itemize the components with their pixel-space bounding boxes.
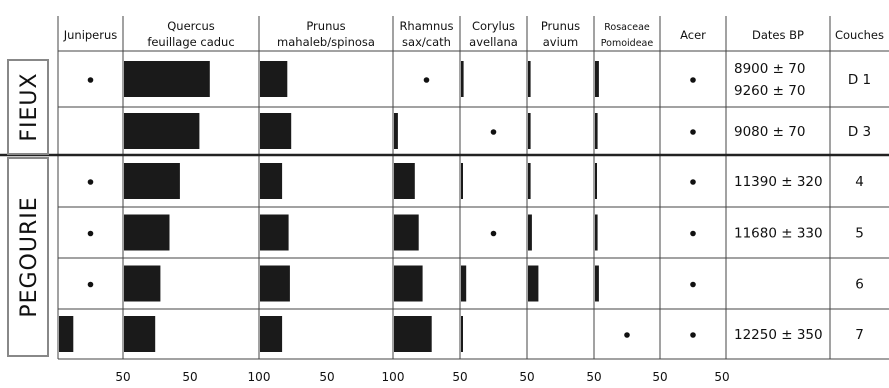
data-bar bbox=[528, 61, 531, 97]
data-bar bbox=[124, 163, 180, 199]
site-label: FIEUX bbox=[17, 72, 42, 141]
axis-tick-label: 50 bbox=[115, 370, 130, 384]
data-bar bbox=[528, 214, 532, 251]
site-box bbox=[7, 59, 49, 155]
column-header: Quercus bbox=[167, 19, 215, 33]
column-header: Dates BP bbox=[752, 28, 804, 42]
column-header: avellana bbox=[469, 35, 518, 49]
presence-dot bbox=[690, 179, 696, 185]
axis-tick-label: 50 bbox=[182, 370, 197, 384]
column-header: Prunus bbox=[541, 19, 580, 33]
data-bar bbox=[595, 265, 599, 302]
data-bar bbox=[124, 113, 200, 149]
axis-ticks: 50 50 100 50 100 50 50 50 50 50 bbox=[115, 370, 729, 384]
couche-label: 6 bbox=[855, 277, 864, 293]
presence-dot bbox=[87, 230, 94, 237]
site-label: PEGOURIE bbox=[17, 196, 42, 317]
row-cells: 8900 ± 70 9260 ± 70 D 1 9080 ± 70 D 3 11390 ±… bbox=[734, 61, 871, 343]
data-bar bbox=[260, 61, 288, 97]
data-bar bbox=[595, 163, 597, 199]
column-header: feuillage caduc bbox=[147, 35, 234, 49]
presence-dot bbox=[423, 77, 430, 83]
data-bar bbox=[528, 113, 531, 149]
presence-dot bbox=[624, 332, 630, 338]
data-bar bbox=[260, 265, 290, 302]
presence-dot bbox=[690, 332, 696, 338]
axis-tick-label: 50 bbox=[319, 370, 334, 384]
column-header: Prunus bbox=[306, 19, 345, 33]
data-bar bbox=[461, 61, 464, 97]
presence-dot bbox=[87, 281, 94, 288]
data-bar bbox=[595, 61, 599, 97]
data-bar bbox=[260, 113, 292, 149]
presence-dot bbox=[690, 281, 696, 288]
data-bar bbox=[461, 316, 463, 352]
data-bar bbox=[124, 61, 210, 97]
data-bar bbox=[595, 214, 598, 251]
column-header: Acer bbox=[680, 28, 706, 42]
couche-label: 7 bbox=[855, 327, 864, 343]
data-bar bbox=[260, 163, 283, 199]
presence-dot bbox=[87, 77, 94, 83]
column-header: avium bbox=[543, 35, 579, 49]
column-header: Juniperus bbox=[63, 28, 118, 42]
data-bar bbox=[59, 316, 74, 352]
column-header: mahaleb/spinosa bbox=[277, 35, 375, 49]
date-bp: 9260 ± 70 bbox=[734, 83, 805, 99]
data-bar bbox=[595, 113, 598, 149]
data-bar bbox=[260, 214, 289, 251]
couche-label: 5 bbox=[855, 226, 864, 242]
column-headers: Juniperus Quercus feuillage caduc Prunus mah… bbox=[63, 19, 884, 49]
presence-dot bbox=[490, 129, 497, 135]
data-bar bbox=[528, 163, 531, 199]
couche-label: D 1 bbox=[848, 72, 871, 88]
axis-tick-label: 100 bbox=[382, 370, 405, 384]
data-bar bbox=[394, 316, 432, 352]
couche-label: D 3 bbox=[848, 124, 871, 140]
data-bar bbox=[461, 163, 463, 199]
presence-dot bbox=[87, 179, 94, 185]
axis-tick-label: 100 bbox=[248, 370, 271, 384]
data-bar bbox=[528, 265, 539, 302]
site-labels: FIEUX PEGOURIE bbox=[7, 59, 49, 357]
presence-dot bbox=[690, 230, 696, 237]
data-bar bbox=[394, 113, 398, 149]
axis-tick-label: 50 bbox=[652, 370, 667, 384]
date-bp: 9080 ± 70 bbox=[734, 124, 805, 140]
column-header: Corylus bbox=[472, 19, 515, 33]
axis-tick-label: 50 bbox=[714, 370, 729, 384]
data-bar bbox=[260, 316, 283, 352]
axis-tick-label: 50 bbox=[519, 370, 534, 384]
column-header: Pomoideae bbox=[601, 38, 654, 49]
axis-tick-label: 50 bbox=[452, 370, 467, 384]
data-bar bbox=[394, 265, 423, 302]
date-bp: 11680 ± 330 bbox=[734, 226, 823, 242]
date-bp: 8900 ± 70 bbox=[734, 61, 805, 77]
data-marks bbox=[59, 61, 696, 352]
data-bar bbox=[124, 265, 161, 302]
column-header: Rhamnus bbox=[399, 19, 453, 33]
data-bar bbox=[124, 214, 170, 251]
table-grid bbox=[0, 16, 889, 360]
data-bar bbox=[461, 265, 467, 302]
data-bar bbox=[394, 163, 415, 199]
site-box bbox=[7, 157, 49, 357]
column-header: sax/cath bbox=[402, 35, 451, 49]
presence-dot bbox=[690, 77, 696, 83]
axis-tick-label: 50 bbox=[586, 370, 601, 384]
column-header: Couches bbox=[835, 28, 884, 42]
data-bar bbox=[394, 214, 419, 251]
presence-dot bbox=[690, 129, 696, 135]
date-bp: 12250 ± 350 bbox=[734, 327, 823, 343]
data-bar bbox=[124, 316, 156, 352]
presence-dot bbox=[490, 230, 497, 237]
column-header: Rosaceae bbox=[604, 22, 650, 33]
date-bp: 11390 ± 320 bbox=[734, 174, 823, 190]
couche-label: 4 bbox=[855, 174, 864, 190]
